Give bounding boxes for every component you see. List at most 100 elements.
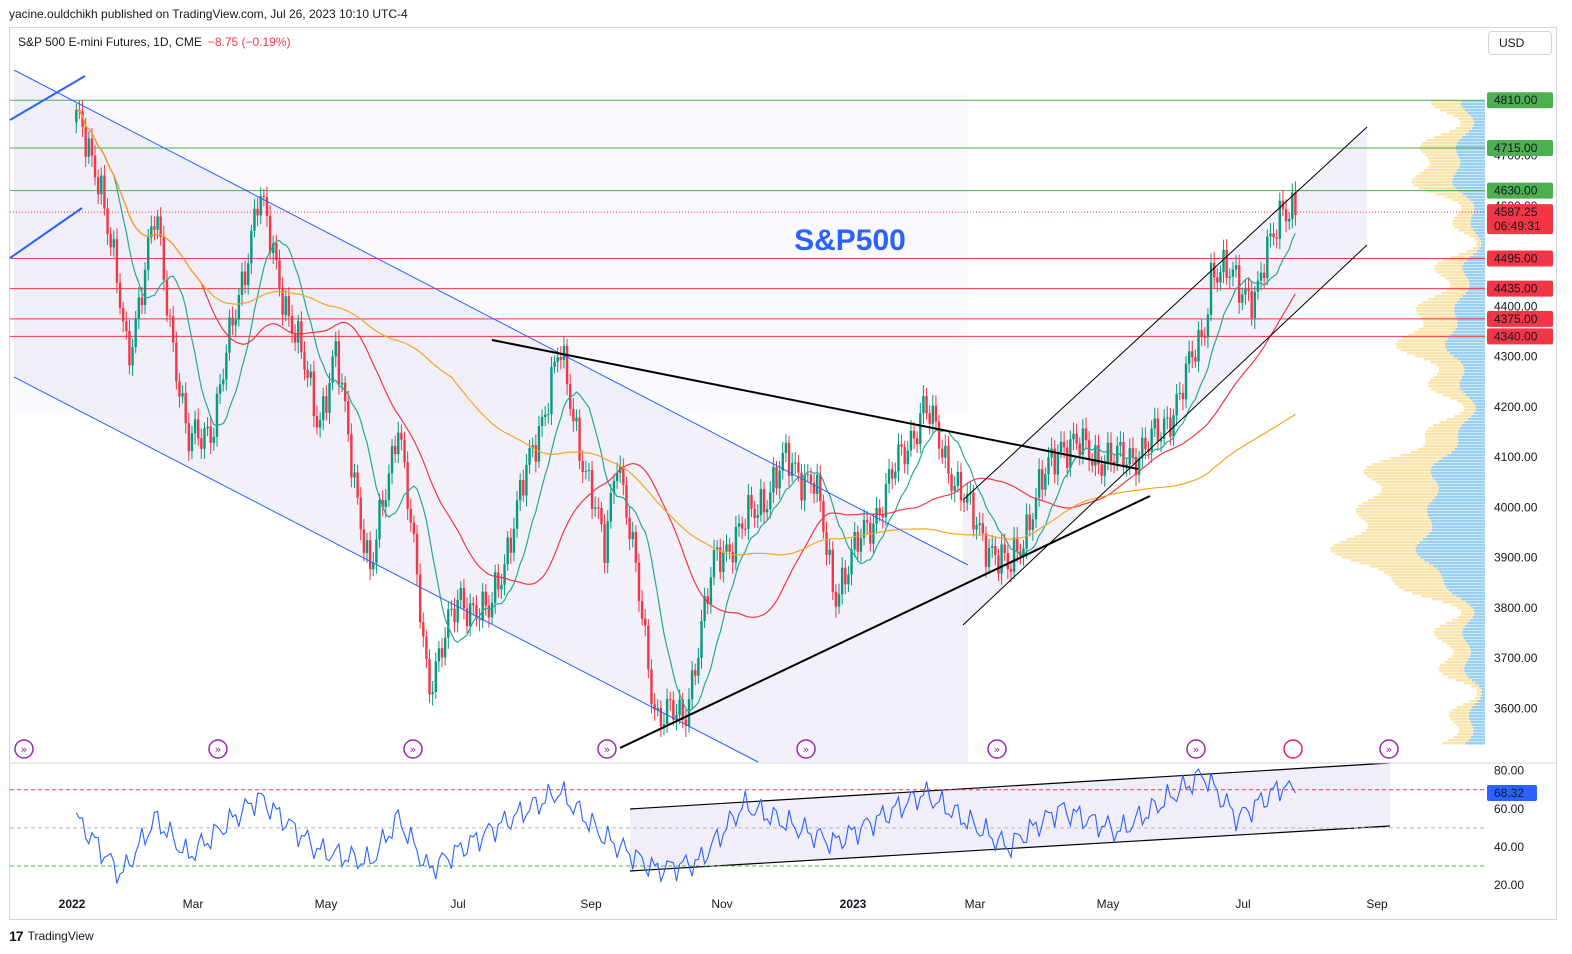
vp-bar-yellow	[1425, 439, 1459, 442]
candle-body	[815, 474, 819, 494]
vp-bar-yellow	[1462, 703, 1475, 706]
vp-bar-blue	[1417, 553, 1485, 556]
vp-bar-yellow	[1423, 358, 1458, 361]
vp-bar-yellow	[1446, 289, 1468, 292]
candle-body	[434, 661, 437, 693]
currency-button[interactable]: USD	[1488, 31, 1552, 55]
event-dividend-icon	[796, 739, 816, 759]
candle-body	[100, 175, 103, 195]
vp-bar-blue	[1469, 655, 1485, 658]
candle-body	[393, 445, 397, 455]
price-tick-label: 4300.00	[1494, 350, 1538, 364]
vp-bar-blue	[1472, 118, 1485, 121]
vp-bar-yellow	[1434, 295, 1463, 298]
candle-body	[375, 539, 378, 563]
candle-body	[1178, 392, 1181, 395]
candle-body	[981, 523, 985, 534]
vp-bar-yellow	[1437, 637, 1464, 640]
candle-body	[118, 282, 122, 309]
candle-body	[334, 341, 337, 357]
rsi-tick-label: 40.00	[1494, 840, 1524, 854]
vp-bar-yellow	[1459, 124, 1474, 127]
candle-body	[228, 317, 231, 353]
vp-bar-blue	[1443, 580, 1485, 583]
candle-body	[659, 707, 663, 727]
vp-bar-blue	[1453, 355, 1485, 358]
price-tick-label: 4100.00	[1494, 450, 1538, 464]
candle-body	[1025, 514, 1028, 549]
candle-body	[1209, 262, 1213, 315]
candle-body	[856, 532, 859, 552]
candle-body	[140, 297, 144, 306]
candle-body	[1069, 439, 1072, 469]
level-label-text: 4495.00	[1494, 252, 1538, 266]
vp-bar-yellow	[1427, 166, 1460, 169]
candle-body	[997, 555, 1000, 574]
vp-bar-blue	[1455, 148, 1485, 151]
vp-bar-yellow	[1384, 571, 1440, 574]
candle-body	[468, 603, 472, 627]
vp-bar-blue	[1464, 670, 1485, 673]
candle-body	[203, 428, 206, 449]
candle-body	[287, 296, 291, 316]
vp-bar-yellow	[1372, 463, 1435, 466]
countdown-label: 06:49:31	[1494, 219, 1541, 233]
asc-channel-lower	[962, 244, 1368, 626]
candle-body	[584, 471, 588, 473]
ema-line-cyan	[76, 109, 1296, 713]
candle-body	[1087, 440, 1091, 461]
vp-bar-yellow	[1434, 268, 1463, 271]
candle-body	[512, 528, 516, 553]
vp-bar-yellow	[1449, 397, 1470, 400]
vp-bar-blue	[1465, 394, 1485, 397]
vp-bar-yellow	[1422, 301, 1457, 304]
candle-body	[975, 525, 978, 530]
candle-body	[368, 540, 372, 570]
vp-bar-blue	[1431, 529, 1485, 532]
vp-bar-blue	[1422, 538, 1485, 541]
candle-body	[1284, 209, 1288, 222]
vp-bar-yellow	[1410, 451, 1452, 454]
time-tick-label: 2023	[840, 897, 867, 911]
vp-bar-yellow	[1426, 139, 1459, 142]
vp-bar-yellow	[1339, 541, 1420, 544]
candle-body	[1044, 474, 1047, 490]
candle-body	[1197, 329, 1200, 362]
vp-bar-blue	[1463, 637, 1485, 640]
vp-bar-blue	[1474, 703, 1485, 706]
vp-bar-yellow	[1445, 277, 1468, 280]
vp-bar-blue	[1473, 211, 1485, 214]
candle-body	[397, 432, 400, 455]
vp-bar-blue	[1458, 439, 1485, 442]
candle-body	[1134, 456, 1138, 475]
candle-body	[303, 352, 306, 370]
vp-bar-yellow	[1427, 157, 1460, 160]
vp-bar-blue	[1473, 253, 1485, 256]
candle-body	[609, 492, 613, 522]
vp-bar-blue	[1468, 676, 1485, 679]
candle-body	[337, 341, 341, 385]
candle-body	[1000, 544, 1003, 574]
time-tick-label: May	[1097, 897, 1120, 911]
vp-bar-yellow	[1438, 370, 1465, 373]
candle-body	[734, 526, 738, 563]
last-price-label: 4587.25	[1494, 205, 1538, 219]
vp-bar-blue	[1470, 736, 1485, 739]
vp-bar-blue	[1459, 385, 1485, 388]
candle-body	[425, 636, 428, 659]
vp-bar-blue	[1436, 568, 1485, 571]
vp-bar-yellow	[1440, 109, 1465, 112]
vp-bar-yellow	[1428, 427, 1460, 430]
candle-body	[418, 574, 422, 623]
symbol-legend[interactable]: S&P 500 E-mini Futures, 1D, CME −8.75 (−0…	[18, 35, 291, 49]
candle-body	[881, 514, 885, 518]
candle-body	[103, 175, 106, 209]
candle-body	[1081, 428, 1085, 455]
footer-brand[interactable]: 17 TradingView	[9, 928, 94, 944]
vp-bar-yellow	[1419, 172, 1456, 175]
candle-body	[362, 529, 366, 554]
candle-body	[447, 609, 450, 638]
vp-bar-blue	[1469, 397, 1485, 400]
candle-body	[1094, 445, 1097, 466]
